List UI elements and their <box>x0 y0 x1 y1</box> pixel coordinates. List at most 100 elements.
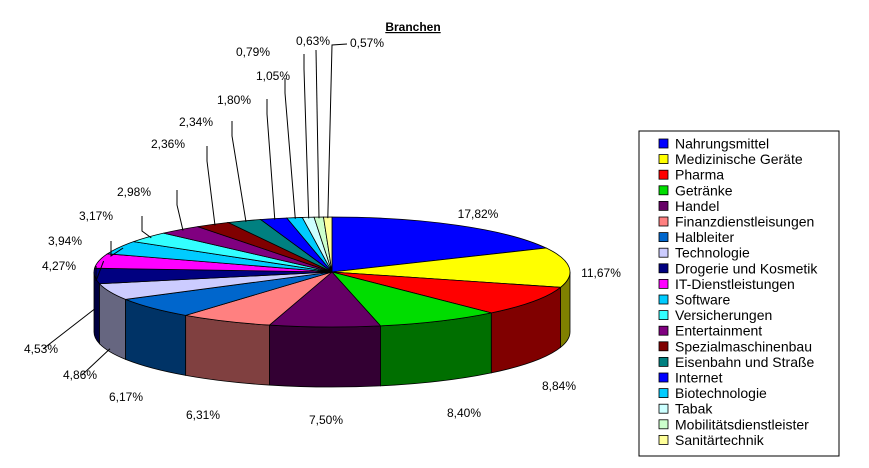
legend-swatch <box>658 200 669 211</box>
legend-item-nahrungsmittel: Nahrungsmittel <box>658 136 769 152</box>
legend-label: Software <box>675 292 730 308</box>
leader-line-versicherungen <box>141 216 152 239</box>
data-label-handel: 7,50% <box>309 413 343 427</box>
legend-swatch <box>658 388 669 399</box>
legend-box <box>638 130 840 457</box>
leader-line-internet <box>266 99 276 220</box>
legend-swatch <box>658 169 669 180</box>
legend-label: Drogerie und Kosmetik <box>675 260 818 276</box>
legend-item-halbleiter: Halbleiter <box>658 229 734 245</box>
pie-slice-getraenke <box>330 271 492 327</box>
legend-swatch <box>658 310 669 321</box>
legend-label: Sanitärtechnik <box>675 432 765 448</box>
data-label-pharma: 8,84% <box>542 379 576 393</box>
legend-swatch <box>658 434 669 445</box>
legend-label: Pharma <box>675 167 724 183</box>
legend-label: Mobilitätsdienstleister <box>675 416 809 432</box>
legend-swatch <box>658 232 669 243</box>
leader-line-tabak <box>303 54 310 219</box>
legend-label: Getränke <box>675 182 733 198</box>
legend-swatch <box>658 247 669 258</box>
leader-line-sanitaertechnik <box>327 43 348 219</box>
leader-line-entertainment <box>176 190 184 231</box>
pie-side-finanzdienstleisungen <box>185 314 270 386</box>
legend-label: Biotechnologie <box>675 385 767 401</box>
leader-line-spezialmaschinenbau <box>206 146 216 226</box>
legend-item-mobilitaetsdienstleister: Mobilitätsdienstleister <box>658 416 809 432</box>
pie-slice-medizinische-geraete <box>331 247 571 288</box>
pie-side-handel <box>269 324 381 388</box>
legend-swatch <box>658 356 669 367</box>
legend-item-technologie: Technologie <box>658 245 750 261</box>
pie-slice-pharma <box>331 271 562 314</box>
legend-swatch <box>658 419 669 430</box>
data-label-spezialmaschinenbau: 2,36% <box>151 137 185 151</box>
data-label-it-dienstleistungen: 4,27% <box>42 259 76 273</box>
legend-item-internet: Internet <box>658 370 723 386</box>
legend-item-pharma: Pharma <box>658 167 724 183</box>
legend-swatch <box>658 403 669 414</box>
data-label-finanzdienstleisungen: 6,31% <box>186 408 220 422</box>
data-label-software: 3,94% <box>48 234 82 248</box>
legend-item-sanitaertechnik: Sanitärtechnik <box>658 432 765 448</box>
leader-line-drogerie-und-kosmetik <box>42 308 95 350</box>
data-label-medizinische-geraete: 11,67% <box>581 266 621 280</box>
legend-item-medizinische-geraete: Medizinische Geräte <box>658 151 803 167</box>
data-label-getraenke: 8,40% <box>447 406 481 420</box>
pie-slice-handel <box>268 271 382 328</box>
legend-label: Versicherungen <box>675 307 772 323</box>
legend-item-drogerie-und-kosmetik: Drogerie und Kosmetik <box>658 260 818 276</box>
legend-label: Nahrungsmittel <box>675 136 769 152</box>
legend-item-biotechnologie: Biotechnologie <box>658 385 767 401</box>
data-label-eisenbahn-und-strasse: 2,34% <box>179 115 213 129</box>
data-label-sanitaertechnik: 0,57% <box>350 36 384 50</box>
data-label-biotechnologie: 1,05% <box>256 69 290 83</box>
data-label-mobilitaetsdienstleister: 0,63% <box>296 34 330 48</box>
leader-line-eisenbahn-und-strasse <box>231 121 247 222</box>
legend-label: Technologie <box>675 245 750 261</box>
legend-swatch <box>658 216 669 227</box>
legend-swatch <box>658 325 669 336</box>
legend-item-handel: Handel <box>658 198 719 214</box>
legend-swatch <box>658 278 669 289</box>
legend-item-eisenbahn-und-strasse: Eisenbahn und Straße <box>658 354 815 370</box>
legend-swatch <box>658 294 669 305</box>
legend-label: Entertainment <box>675 323 762 339</box>
leader-line-biotechnologie <box>284 78 296 219</box>
legend-label: Spezialmaschinenbau <box>675 338 812 354</box>
legend-swatch <box>658 185 669 196</box>
data-label-nahrungsmittel: 17,82% <box>458 207 499 221</box>
legend-item-getraenke: Getränke <box>658 182 733 198</box>
legend-label: Halbleiter <box>675 229 734 245</box>
legend-swatch <box>658 341 669 352</box>
legend-swatch <box>658 138 669 149</box>
data-label-versicherungen: 3,17% <box>79 209 113 223</box>
legend-label: Medizinische Geräte <box>675 151 803 167</box>
legend-item-versicherungen: Versicherungen <box>658 307 772 323</box>
legend-label: Tabak <box>675 401 713 417</box>
legend-item-tabak: Tabak <box>658 401 713 417</box>
legend-swatch <box>658 372 669 383</box>
chart-title: Branchen <box>385 20 440 34</box>
legend-swatch <box>658 154 669 165</box>
legend-label: Handel <box>675 198 719 214</box>
data-label-technologie: 4,86% <box>63 368 97 382</box>
leader-line-technologie <box>81 348 111 376</box>
legend-label: Internet <box>675 370 723 386</box>
data-label-drogerie-und-kosmetik: 4,53% <box>24 342 58 356</box>
legend-label: Finanzdienstleisungen <box>675 214 814 230</box>
legend-item-finanzdienstleisungen: Finanzdienstleisungen <box>658 214 814 230</box>
data-label-entertainment: 2,98% <box>117 185 151 199</box>
data-label-tabak: 0,79% <box>236 45 270 59</box>
legend-item-entertainment: Entertainment <box>658 323 762 339</box>
pie-slice-nahrungsmittel <box>331 216 548 273</box>
legend-item-it-dienstleistungen: IT-Dienstleistungen <box>658 276 795 292</box>
data-label-halbleiter: 6,17% <box>109 390 143 404</box>
legend-item-spezialmaschinenbau: Spezialmaschinenbau <box>658 338 812 354</box>
legend-label: IT-Dienstleistungen <box>675 276 795 292</box>
legend-label: Eisenbahn und Straße <box>675 354 815 370</box>
leader-line-software <box>110 241 124 257</box>
legend-swatch <box>658 263 669 274</box>
